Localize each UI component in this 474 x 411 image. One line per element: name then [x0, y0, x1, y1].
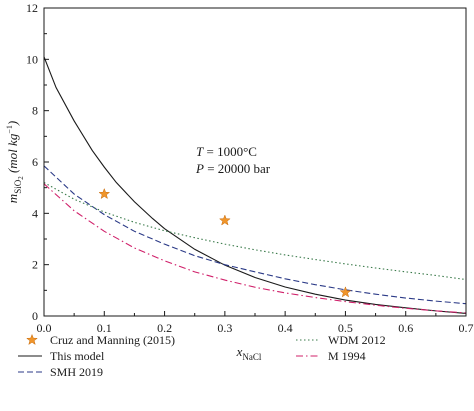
points-layer	[98, 187, 352, 298]
x-axis-label: xNaCl	[236, 344, 262, 362]
y-tick-label: 10	[26, 52, 38, 66]
x-tick-label: 0.3	[217, 321, 232, 335]
x-tick-label: 0.1	[97, 321, 112, 335]
legend-marker-cruz-and-manning-2015	[26, 333, 38, 346]
x-tick-label: 0.5	[338, 321, 353, 335]
series-line-this-model	[43, 56, 467, 314]
y-tick-label: 0	[32, 309, 38, 323]
series-line-m-1994	[43, 183, 467, 314]
x-tick-label: 0.6	[398, 321, 413, 335]
y-tick-label: 8	[32, 104, 38, 118]
data-point-cruz-and-manning-2015	[339, 286, 352, 298]
series-layer	[43, 56, 467, 314]
legend-label-this-model: This model	[50, 349, 105, 363]
y-axis-label: mSiO2 (mol kg−1)	[5, 121, 25, 203]
x-tick-label: 0.0	[37, 321, 52, 335]
legend-label-wdm-2012: WDM 2012	[328, 333, 386, 347]
legend-label-m-1994: M 1994	[328, 349, 366, 363]
ticks-layer: 0.0 0.1 0.2 0.3 0.4 0.5 0.6 0.7 0 2 4 6 8 10 12	[26, 1, 474, 335]
series-line-smh-2019	[43, 165, 467, 305]
y-tick-label: 12	[26, 1, 38, 15]
legend-label-cruz-and-manning-2015: Cruz and Manning (2015)	[50, 333, 175, 347]
y-tick-label: 2	[32, 258, 38, 272]
annotation-pressure: P = 20000 bar	[195, 161, 271, 176]
x-tick-label: 0.2	[157, 321, 172, 335]
y-tick-label: 4	[32, 206, 38, 220]
data-point-cruz-and-manning-2015	[218, 214, 231, 226]
x-tick-label: 0.4	[278, 321, 293, 335]
series-line-wdm-2012	[43, 182, 467, 281]
legend-label-smh-2019: SMH 2019	[50, 365, 103, 379]
x-tick-label: 0.7	[459, 321, 474, 335]
legend: Cruz and Manning (2015) This model SMH 201…	[18, 333, 386, 379]
data-point-cruz-and-manning-2015	[98, 187, 111, 200]
y-tick-label: 6	[32, 155, 38, 169]
annotation-temperature: T = 1000°C	[196, 144, 257, 159]
